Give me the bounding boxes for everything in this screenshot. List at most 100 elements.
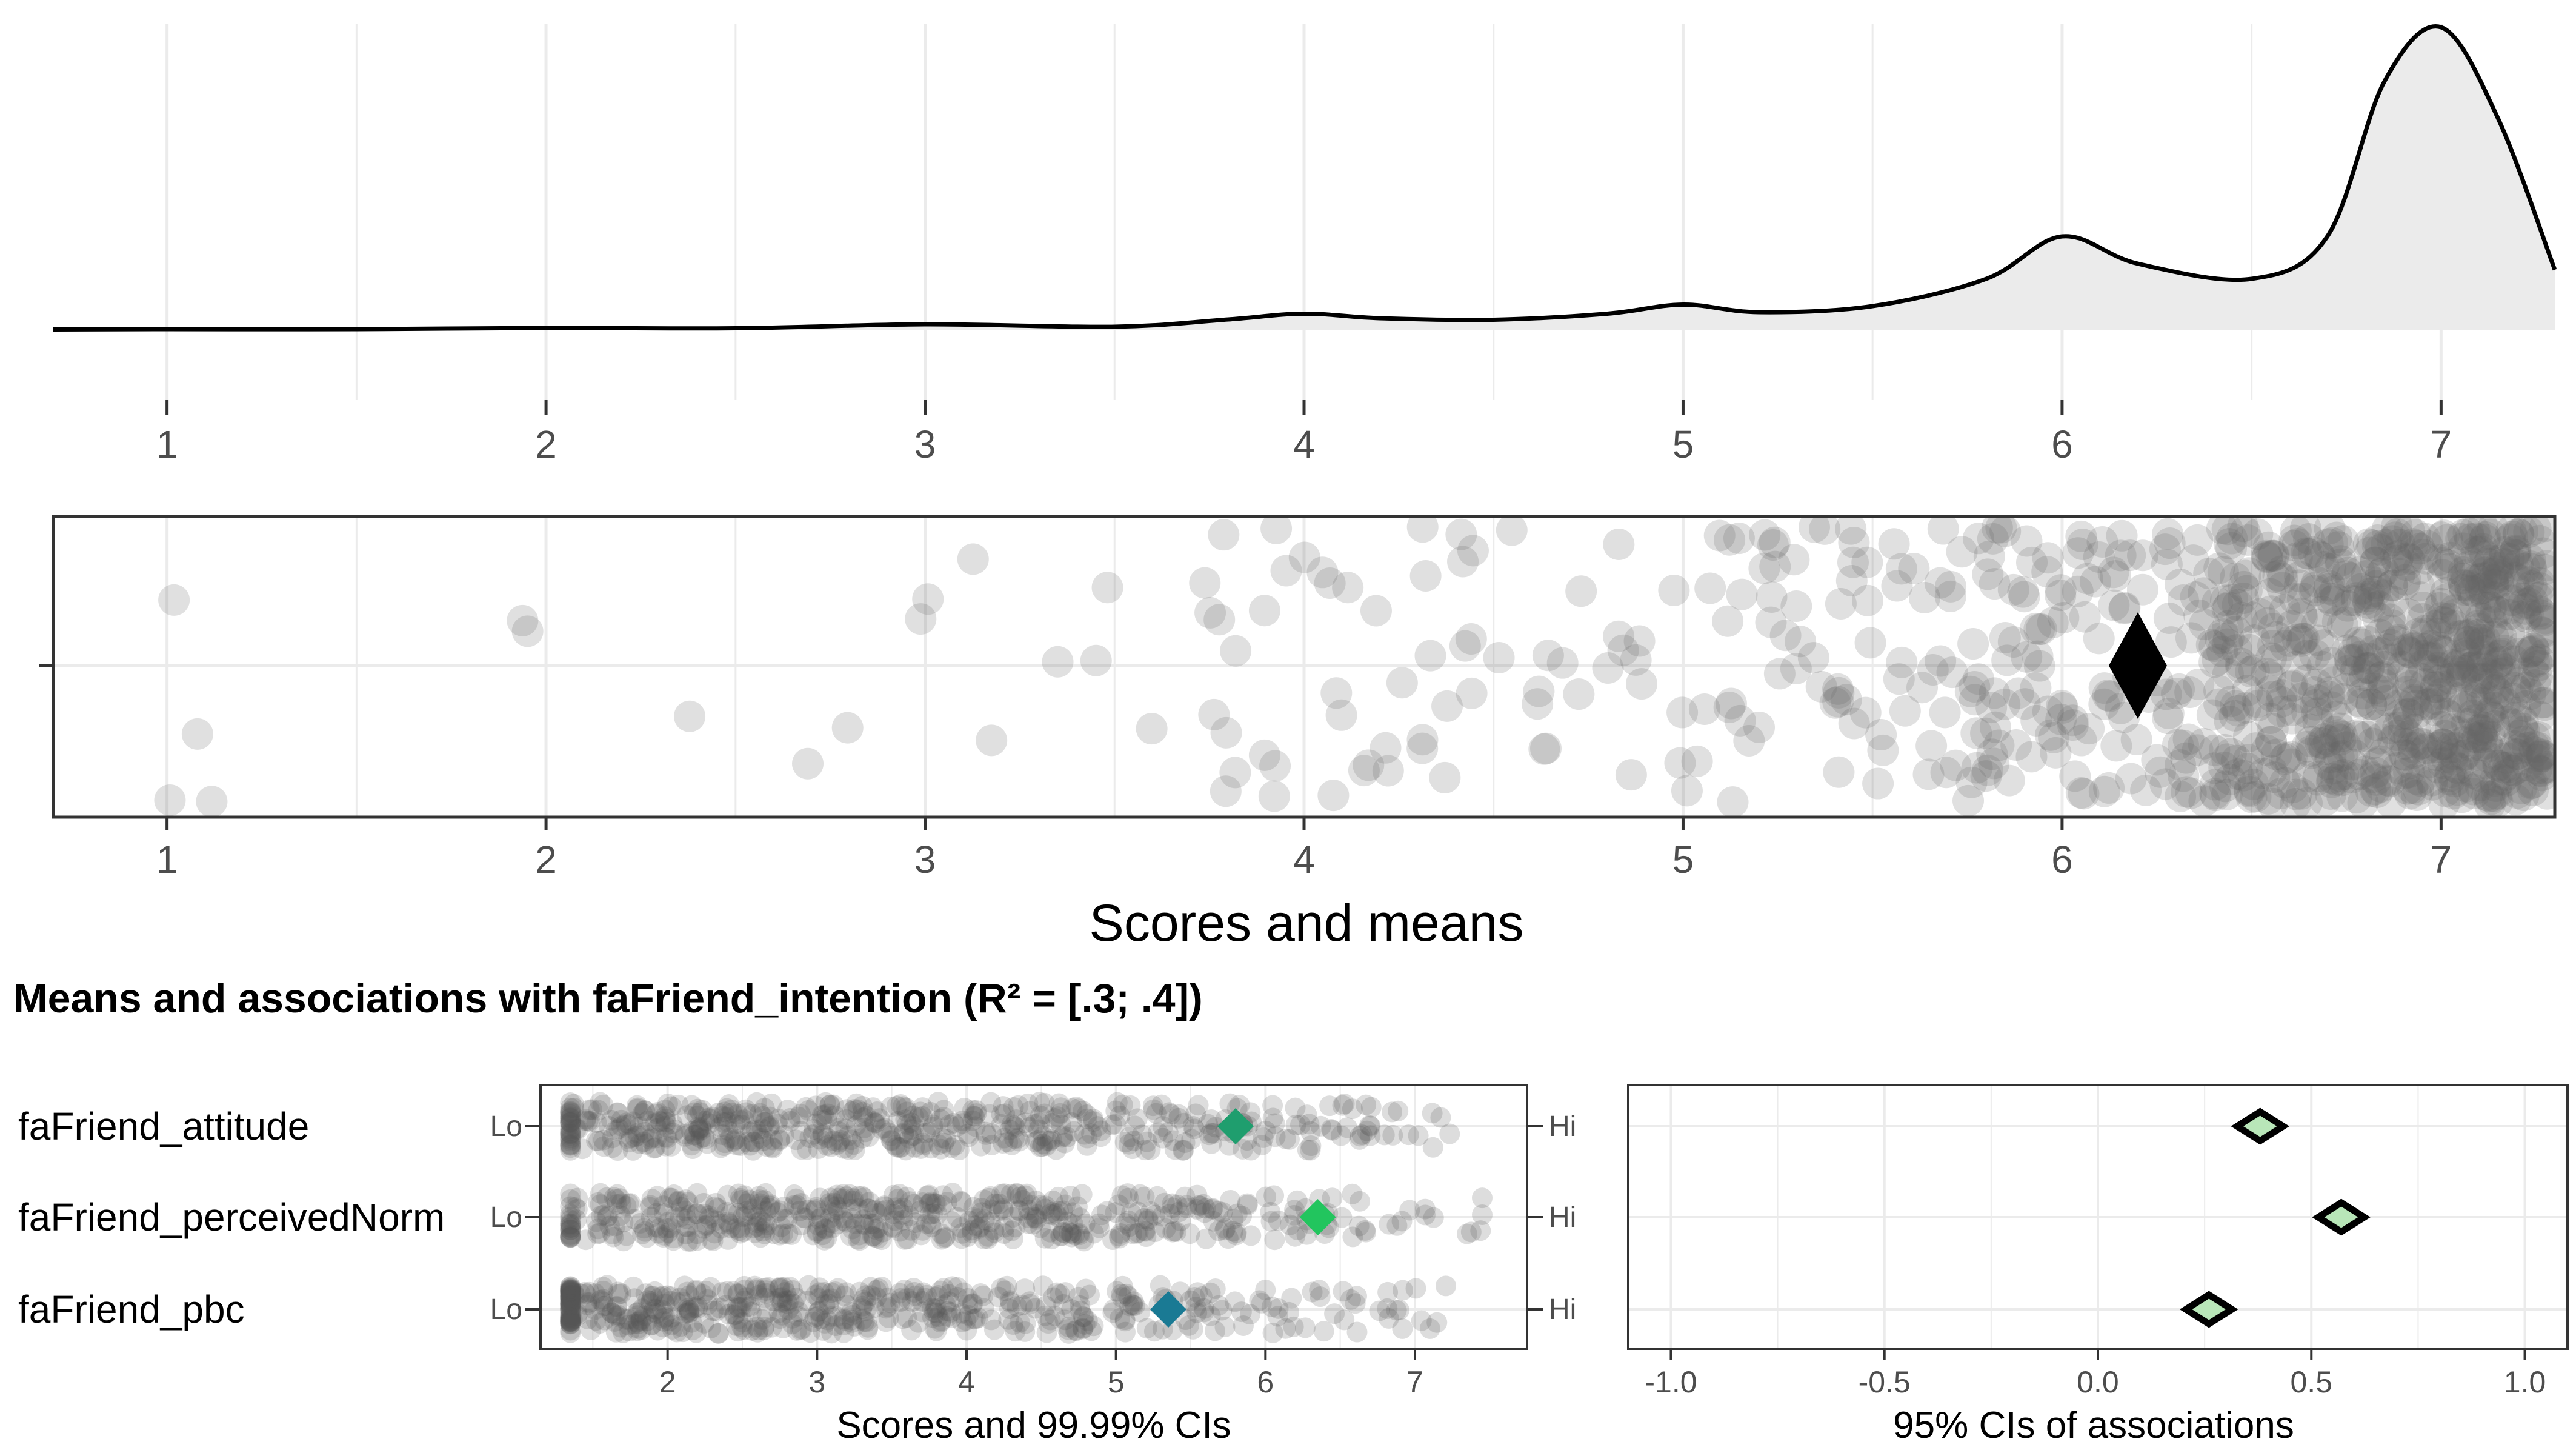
data-point (675, 1189, 696, 1210)
data-point (934, 1228, 955, 1249)
data-point (2453, 718, 2485, 750)
data-point (1076, 1135, 1097, 1156)
data-point (596, 1187, 617, 1208)
data-point (2299, 639, 2331, 671)
data-point (1018, 1207, 1039, 1228)
data-point (560, 1303, 581, 1324)
data-point (1029, 1112, 1050, 1134)
data-point (1105, 1114, 1126, 1135)
data-point (1174, 1186, 1196, 1207)
data-point (2523, 567, 2555, 599)
data-point (880, 1096, 902, 1117)
data-point (833, 1138, 854, 1159)
data-point (2109, 592, 2141, 624)
data-point (899, 1206, 920, 1227)
data-point (1115, 1212, 1136, 1234)
data-point (1009, 1186, 1030, 1207)
data-point (1472, 1204, 1493, 1225)
data-point (648, 1218, 670, 1239)
data-point (842, 1101, 863, 1122)
data-point (719, 1127, 741, 1149)
data-point (2467, 533, 2499, 565)
data-point (624, 1313, 645, 1334)
data-point (653, 1227, 674, 1248)
data-point (823, 1130, 844, 1151)
data-point (1144, 1204, 1165, 1226)
data-point (2208, 752, 2240, 784)
data-point (2485, 621, 2517, 653)
data-point (2338, 739, 2371, 771)
data-point (562, 1308, 583, 1329)
data-point (2523, 524, 2555, 556)
data-point (1151, 1206, 1173, 1227)
data-point (560, 1215, 581, 1236)
data-point (2361, 776, 2394, 808)
data-point (2400, 763, 2432, 795)
data-point (1422, 1137, 1443, 1158)
data-point (2407, 538, 2439, 570)
data-point (2485, 658, 2517, 690)
data-point (2354, 578, 2386, 610)
data-point (590, 1312, 611, 1334)
data-point (2465, 602, 2497, 634)
data-point (560, 1108, 581, 1129)
data-point (2484, 639, 2517, 671)
data-point (730, 1223, 751, 1244)
data-point (2512, 732, 2544, 764)
data-point (2453, 625, 2485, 657)
data-point (2477, 701, 2509, 733)
data-point (2210, 584, 2242, 616)
x-tick-label: 0.0 (2077, 1365, 2119, 1399)
data-point (761, 1137, 782, 1158)
data-point (606, 1297, 627, 1318)
data-point (2377, 569, 2409, 601)
data-point (2214, 705, 2246, 737)
data-point (1981, 516, 2013, 544)
data-point (1456, 1223, 1477, 1244)
data-point (1809, 516, 1841, 545)
data-point (912, 1132, 933, 1154)
data-point (1310, 1115, 1331, 1137)
data-point (1009, 1201, 1030, 1222)
data-point (912, 1097, 933, 1118)
data-point (742, 1140, 764, 1161)
data-point (2448, 570, 2480, 602)
data-point (2232, 744, 2265, 776)
data-point (1041, 1201, 1062, 1223)
data-point (924, 1318, 945, 1339)
data-point (874, 1196, 896, 1217)
data-point (687, 1106, 708, 1127)
data-point (1055, 1194, 1076, 1215)
data-point (1012, 1189, 1033, 1211)
data-point (1121, 1223, 1142, 1244)
data-point (1090, 1126, 1111, 1147)
data-point (1279, 1214, 1300, 1235)
data-point (1050, 1225, 1071, 1246)
data-point (2427, 729, 2459, 761)
data-point (2335, 762, 2368, 794)
data-point (647, 1320, 668, 1341)
data-point (1034, 1103, 1055, 1124)
data-point (2448, 569, 2480, 601)
data-point (931, 1127, 952, 1149)
data-point (858, 1126, 879, 1147)
data-point (2171, 776, 2203, 808)
data-point (615, 1114, 636, 1135)
data-point (2211, 628, 2243, 660)
data-point (993, 1198, 1014, 1219)
data-point (2343, 758, 2375, 790)
data-point (1062, 1098, 1083, 1119)
data-point (681, 1095, 702, 1116)
data-point (903, 1116, 924, 1137)
data-point (2286, 778, 2318, 810)
data-point (2341, 582, 2373, 614)
data-point (2337, 636, 2369, 668)
data-point (2083, 541, 2115, 573)
data-point (2325, 548, 2357, 580)
data-point (2445, 661, 2477, 693)
data-point (1723, 523, 1755, 555)
data-point (748, 1186, 770, 1207)
data-point (887, 1189, 908, 1210)
data-point (1286, 1190, 1308, 1211)
data-point (660, 1286, 681, 1307)
